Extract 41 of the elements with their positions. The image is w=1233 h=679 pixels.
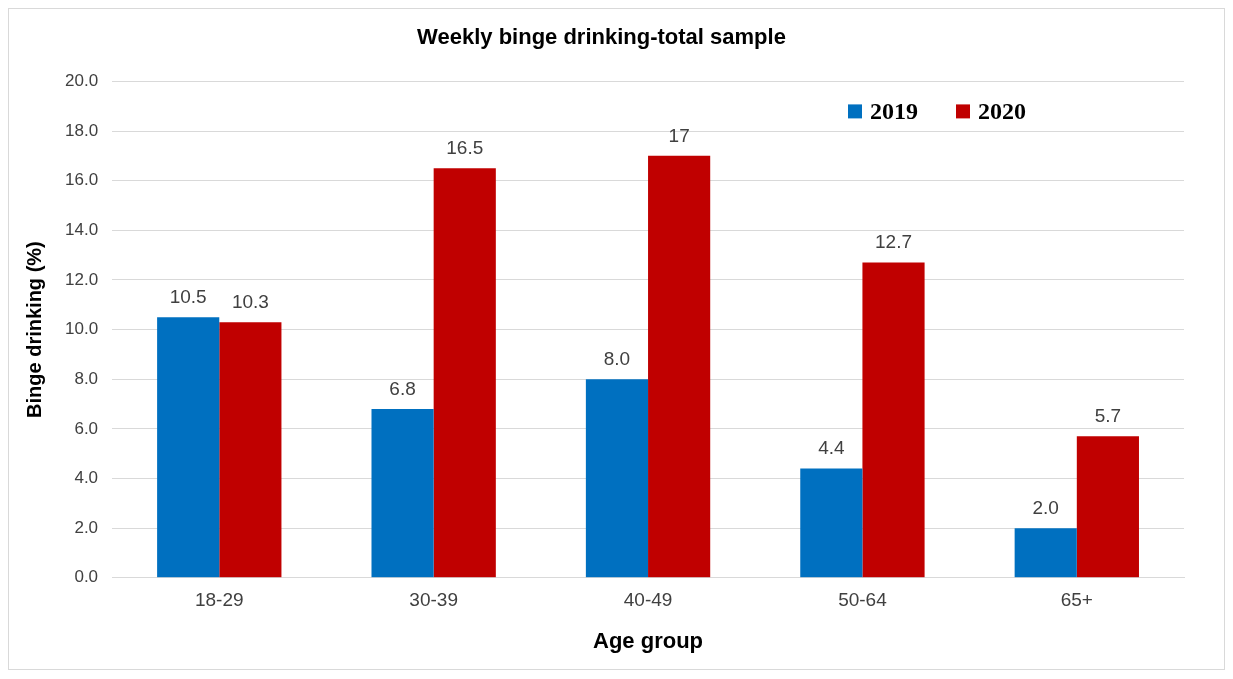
- bar: [648, 155, 711, 578]
- data-label: 8.0: [603, 347, 631, 369]
- y-tick-label: 10.0: [64, 319, 99, 339]
- data-label: 4.4: [818, 437, 845, 459]
- bar: [800, 468, 863, 578]
- x-tick-label: 65+: [1060, 589, 1093, 611]
- y-tick-label: 14.0: [64, 220, 99, 240]
- bar: [157, 317, 220, 578]
- x-tick-label: 40-49: [623, 589, 673, 611]
- x-tick-label: 50-64: [838, 589, 888, 611]
- y-tick-label: 16.0: [64, 170, 99, 190]
- bar: [371, 409, 434, 578]
- legend-label: 2019: [870, 97, 918, 124]
- data-label: 17: [668, 124, 690, 146]
- bar: [862, 262, 925, 578]
- bar: [1014, 528, 1077, 578]
- y-tick-label: 20.0: [64, 71, 99, 91]
- y-axis-title: Binge drinking (%): [22, 241, 45, 418]
- y-tick-label: 2.0: [74, 517, 99, 537]
- x-tick-label: 30-39: [409, 589, 458, 611]
- data-label: 6.8: [389, 377, 416, 399]
- y-tick-label: 0.0: [74, 567, 99, 587]
- x-tick-label: 18-29: [194, 589, 244, 611]
- data-label: 16.5: [446, 137, 484, 158]
- legend-label: 2020: [978, 97, 1026, 124]
- y-tick-label: 12.0: [64, 269, 99, 289]
- data-label: 10.5: [169, 285, 207, 307]
- data-label: 5.7: [1094, 405, 1122, 427]
- bar: [585, 379, 649, 578]
- y-tick-label: 4.0: [74, 468, 99, 488]
- y-tick-label: 8.0: [74, 368, 99, 388]
- data-label: 10.3: [231, 290, 269, 312]
- y-tick-label: 6.0: [74, 418, 99, 438]
- bar: [433, 168, 496, 578]
- chart-title: Weekly binge drinking-total sample: [417, 24, 786, 50]
- bar: [219, 322, 282, 578]
- x-axis-title: Age group: [593, 627, 704, 653]
- data-label: 2.0: [1032, 496, 1059, 518]
- y-tick-label: 18.0: [64, 120, 99, 140]
- data-label: 12.7: [875, 231, 912, 253]
- bar: [1076, 436, 1139, 578]
